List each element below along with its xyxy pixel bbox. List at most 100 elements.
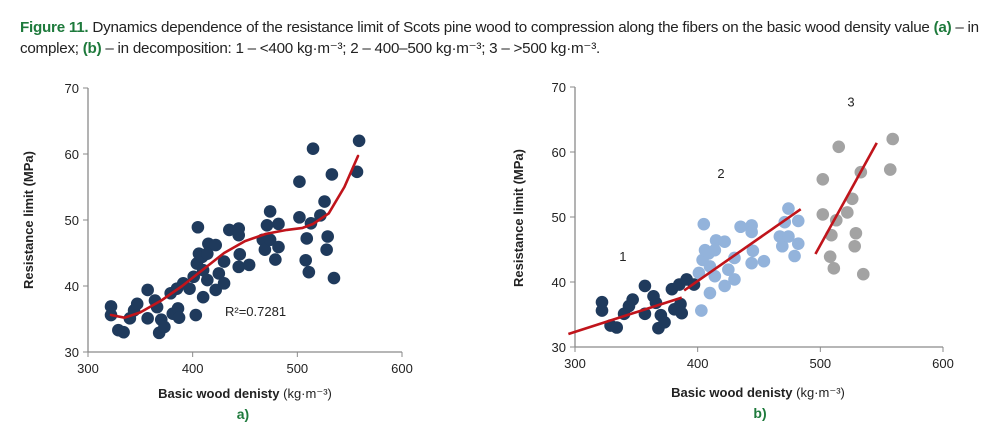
data-point-group-3 [823,250,837,263]
x-tick-label: 300 [564,356,586,371]
caption-text: Dynamics dependence of the resistance li… [88,19,934,36]
data-point-group-2 [695,304,708,317]
x-tick-label: 300 [77,361,99,376]
data-point [269,253,282,266]
data-point-group-3 [886,132,900,146]
x-axis-label-text: Basic wood denisty [671,385,793,400]
chart-b: Resistance limit (MPa) Basic wood denist… [511,80,954,421]
y-tick-label: 40 [65,279,79,294]
data-point-group-2 [718,279,731,293]
x-axis-label: Basic wood denisty (kg·m⁻³) [671,385,845,400]
y-tick-label: 60 [552,145,566,160]
data-point [300,232,314,245]
data-point-group-2 [734,220,747,234]
caption-text-mid: – in complex; [20,19,979,57]
x-tick-label: 500 [809,356,831,371]
x-tick-label: 600 [391,361,413,376]
data-point [327,271,341,285]
data-point-group-3 [827,262,841,275]
data-point [196,290,210,304]
data-point [212,267,226,280]
panel-label-a: a) [237,406,249,422]
data-point [141,312,154,325]
data-point [217,277,231,290]
data-point-group-2 [788,249,801,263]
data-point-group-2 [692,266,706,280]
x-axis-label: Basic wood denisty (kg·m⁻³) [158,386,332,401]
data-point [306,142,320,156]
data-point [263,205,277,218]
r-squared-annotation: R²=0.7281 [225,304,286,319]
data-point-group-2 [782,202,795,215]
data-point [299,253,313,267]
data-point-group-3 [841,206,854,219]
data-point [232,228,246,242]
data-point-group-2 [703,286,717,300]
x-axis-unit: (kg·m⁻³) [283,386,332,401]
chart-a: Resistance limit (MPa) Basic wood denist… [21,81,413,422]
group-label-1: 1 [619,249,626,264]
group-label-3: 3 [847,95,854,110]
data-point [172,311,186,324]
data-point [272,240,285,254]
data-point-group-2 [746,244,760,258]
data-point [117,325,130,339]
data-point-group-2 [718,235,731,248]
data-point-group-3 [816,173,830,186]
y-tick-label: 60 [65,147,79,162]
trend-curve [109,154,360,320]
data-point-group-1 [626,293,639,306]
data-point-group-1 [658,316,671,329]
trend-line-group-2 [683,208,802,292]
y-tick-label: 70 [65,81,79,96]
x-tick-label: 600 [932,356,954,371]
data-point-group-1 [595,304,609,317]
data-point [223,223,236,237]
y-tick-label: 30 [552,340,566,355]
data-point-group-3 [848,239,861,253]
data-point [183,282,196,295]
y-tick-label: 30 [65,345,79,360]
y-axis-label: Resistance limit (MPa) [511,149,526,287]
y-tick-label: 50 [65,213,79,228]
data-point [217,255,231,268]
panel-label-b: b) [753,405,766,421]
data-point-group-1 [638,279,652,293]
data-point-group-1 [610,321,624,334]
data-point-group-3 [856,267,870,281]
x-tick-label: 400 [182,361,204,376]
data-point-group-2 [708,269,722,283]
data-point-group-2 [745,225,758,239]
data-point-group-2 [776,239,789,253]
data-point-group-2 [708,243,722,257]
data-point [189,308,203,322]
data-point [352,134,366,148]
data-point [320,243,333,256]
caption-ref-a: (a) [933,19,952,36]
data-point [201,273,214,287]
data-point [130,297,144,311]
trend-line-group-1 [567,296,683,336]
y-tick-label: 40 [552,275,566,290]
data-point [325,168,339,181]
data-point [158,320,171,334]
data-point-group-2 [791,237,805,250]
group-label-2: 2 [717,166,724,181]
data-point-group-3 [849,226,863,240]
data-point [293,175,306,189]
data-point-group-2 [791,214,805,228]
data-point [263,233,277,247]
data-point [232,260,246,274]
data-point-group-2 [728,251,741,265]
trend-line-group-3 [814,142,878,255]
data-point-group-2 [722,263,735,276]
data-point [293,211,306,224]
x-tick-label: 500 [286,361,308,376]
x-tick-label: 400 [687,356,709,371]
data-point-group-3 [832,140,846,154]
data-point [191,220,205,234]
data-point-group-2 [745,256,758,270]
figure-label: Figure 11. [20,19,89,36]
data-point [171,302,185,315]
data-point [272,217,285,231]
